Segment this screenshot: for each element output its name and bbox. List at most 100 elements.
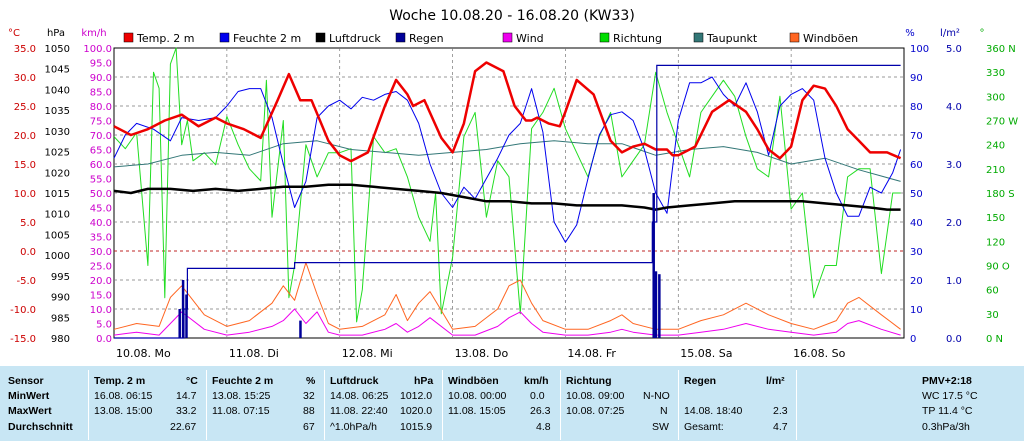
direction-tick: 360 N xyxy=(986,44,1016,55)
pressure-tick: 1050 xyxy=(45,44,70,55)
legend-label-1: Feuchte 2 m xyxy=(233,32,301,45)
dir-min-time: 10.08. 09:00 xyxy=(566,390,625,402)
humidity-tick: 40 xyxy=(910,218,923,229)
rain-tick: 0.0 xyxy=(946,334,962,345)
rain-max-time: 14.08. 18:40 xyxy=(684,405,743,417)
unit-temp: °C xyxy=(8,28,20,39)
humidity-tick: 20 xyxy=(910,276,923,287)
legend-label-0: Temp. 2 m xyxy=(136,32,195,45)
direction-tick: 60 xyxy=(986,286,999,297)
hum-unit: % xyxy=(306,375,316,387)
gust-min-value: 0.0 xyxy=(530,390,545,402)
wind-tick: 0.0 xyxy=(96,334,112,345)
wind-tick: 25.0 xyxy=(90,262,112,273)
pressure-tick: 990 xyxy=(51,293,70,304)
gust-unit: km/h xyxy=(524,375,549,387)
rain-tick: 1.0 xyxy=(946,276,962,287)
rain-bar xyxy=(652,193,655,338)
wind-tick: 70.0 xyxy=(90,131,112,142)
wind-tick: 40.0 xyxy=(90,218,112,229)
temp-tick: 5.0 xyxy=(20,218,36,229)
pressure-tick: 1000 xyxy=(45,251,70,262)
pressure-tick: 1005 xyxy=(45,230,70,241)
pressure-tick: 1030 xyxy=(45,127,70,138)
press-max-value: 1020.0 xyxy=(400,405,433,417)
wind-tick: 75.0 xyxy=(90,117,112,128)
humidity-tick: 90 xyxy=(910,73,923,84)
temp-tick: -10.0 xyxy=(10,305,36,316)
press-avg-value: 1015.9 xyxy=(400,421,433,433)
humidity-tick: 50 xyxy=(910,189,923,200)
dewpoint-value: TP 11.4 °C xyxy=(922,405,973,417)
unit-rain: l/m² xyxy=(940,28,960,39)
rain-bar xyxy=(178,309,181,338)
dir-header: Richtung xyxy=(566,375,612,387)
wind-tick: 30.0 xyxy=(90,247,112,258)
wind-tick: 95.0 xyxy=(90,59,112,70)
day-label: 14.08. Fr xyxy=(567,347,616,360)
wind-tick: 60.0 xyxy=(90,160,112,171)
legend-swatch-1 xyxy=(219,32,230,43)
pressure-tick: 1040 xyxy=(45,85,70,96)
pressure-tick: 980 xyxy=(51,334,70,345)
wind-tick: 85.0 xyxy=(90,88,112,99)
legend-swatch-7 xyxy=(789,32,800,43)
axis-units: °C hPa km/h% l/m² ° xyxy=(8,28,984,39)
temp-tick: 20.0 xyxy=(14,131,36,142)
humidity-tick: 80 xyxy=(910,102,923,113)
gust-max-time: 11.08. 15:05 xyxy=(448,405,506,417)
series-wind xyxy=(113,308,901,336)
temp-tick: -5.0 xyxy=(16,276,36,287)
rain-bar xyxy=(658,274,661,338)
temp-header: Temp. 2 m xyxy=(94,375,146,387)
legend-swatch-3 xyxy=(395,32,406,43)
temp-min-time: 16.08. 06:15 xyxy=(94,390,153,402)
direction-tick: 0 N xyxy=(986,334,1003,345)
press-unit: hPa xyxy=(414,375,434,387)
maxwert-label: MaxWert xyxy=(8,405,52,417)
pressure-tick: 985 xyxy=(51,313,70,324)
rain-bar xyxy=(185,294,188,338)
rain-header: Regen xyxy=(684,375,717,387)
hum-avg-value: 67 xyxy=(303,421,315,433)
pressure-tick: 1015 xyxy=(45,189,70,200)
day-label: 10.08. Mo xyxy=(116,347,171,360)
press-header: Luftdruck xyxy=(330,375,379,387)
dir-max-value: N xyxy=(660,405,668,417)
legend-label-4: Wind xyxy=(516,32,544,45)
humidity-tick: 100 xyxy=(910,44,929,55)
legend-label-2: Luftdruck xyxy=(329,32,381,45)
temp-tick: 10.0 xyxy=(14,189,36,200)
dir-min-value: N-NO xyxy=(643,390,670,402)
pressure-tick: 1025 xyxy=(45,148,70,159)
hum-min-time: 13.08. 15:25 xyxy=(212,390,271,402)
temp-max-time: 13.08. 15:00 xyxy=(94,405,153,417)
wind-tick: 45.0 xyxy=(90,204,112,215)
rain-bar xyxy=(181,280,185,338)
sensor-header: Sensor xyxy=(8,375,44,387)
rain-tick: 5.0 xyxy=(946,44,962,55)
durchschnitt-label: Durchschnitt xyxy=(8,421,73,433)
legend-swatch-4 xyxy=(502,32,513,43)
direction-tick: 210 xyxy=(986,165,1005,176)
direction-tick: 270 W xyxy=(986,117,1018,128)
humidity-tick: 30 xyxy=(910,247,923,258)
legend: Temp. 2 m Feuchte 2 m Luftdruck Regen Wind Ri… xyxy=(123,32,858,45)
temp-avg-value: 22.67 xyxy=(170,421,197,433)
wind-tick: 35.0 xyxy=(90,233,112,244)
day-label: 15.08. Sa xyxy=(680,347,732,360)
wind-tick: 65.0 xyxy=(90,146,112,157)
series-richtung xyxy=(113,47,901,323)
hum-min-value: 32 xyxy=(303,390,315,402)
temp-tick: 25.0 xyxy=(14,102,36,113)
legend-label-5: Richtung xyxy=(613,32,662,45)
dir-avg-value: SW xyxy=(652,421,669,433)
temp-tick: 30.0 xyxy=(14,73,36,84)
pressure-tick: 1045 xyxy=(45,65,70,76)
humidity-tick: 70 xyxy=(910,131,923,142)
wind-tick: 100.0 xyxy=(83,44,112,55)
temp-min-value: 14.7 xyxy=(176,390,197,402)
legend-swatch-2 xyxy=(315,32,326,43)
chart-title: Woche 10.08.20 - 16.08.20 (KW33) xyxy=(389,8,635,24)
gridlines xyxy=(113,47,905,339)
